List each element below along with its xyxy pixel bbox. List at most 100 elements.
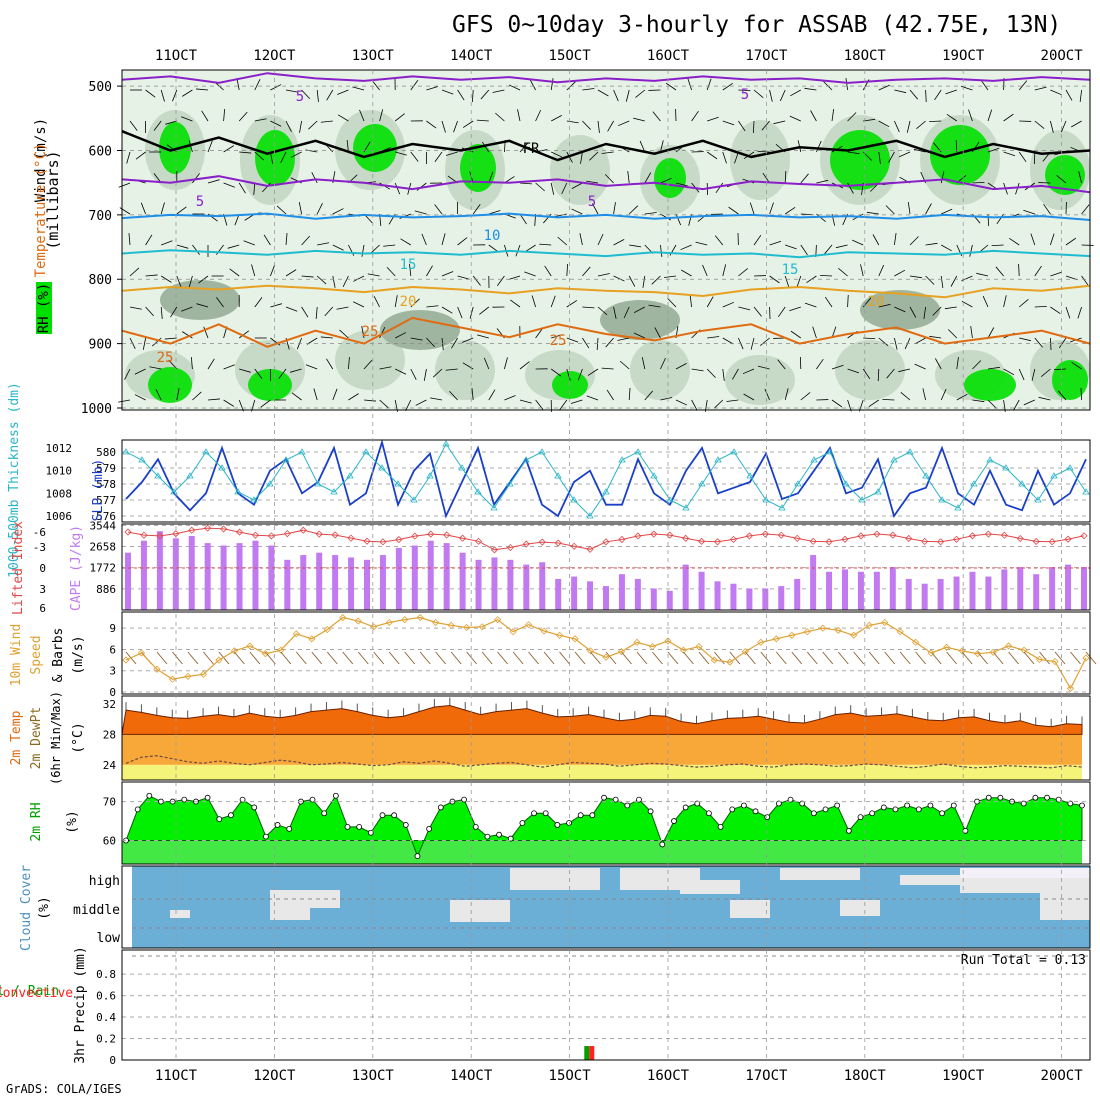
wind-barb xyxy=(1031,368,1036,381)
wind-barb xyxy=(301,275,314,278)
wind-barb xyxy=(207,358,215,370)
wind-barb xyxy=(145,306,154,317)
contour-label: 10 xyxy=(484,228,501,244)
wind-barb xyxy=(400,238,412,246)
wind-barb xyxy=(504,395,516,401)
cape-bar xyxy=(634,578,641,610)
isotherm-20c xyxy=(121,284,1091,299)
thickness-point xyxy=(1082,488,1090,495)
li-point xyxy=(506,543,514,552)
wind-barb xyxy=(628,388,631,401)
wind-barb xyxy=(623,306,630,319)
cape-bar xyxy=(411,545,418,610)
rh2m-point xyxy=(507,835,514,842)
isotherm--5c-upper xyxy=(121,72,1091,84)
rh2m-point xyxy=(472,823,479,830)
wind-barb xyxy=(551,151,563,158)
wind-barb xyxy=(738,120,746,132)
run-total-label: Run Total = 0.13 xyxy=(961,953,1086,968)
wind-barb xyxy=(715,182,724,194)
rh-green-3 xyxy=(460,144,496,192)
wind-barb xyxy=(605,337,614,348)
wind-barb xyxy=(860,264,864,277)
wind-barb xyxy=(441,89,454,95)
rh2m-point xyxy=(554,822,561,828)
wind-speed-point xyxy=(230,647,238,655)
cape-bar xyxy=(905,578,912,610)
li-point xyxy=(474,537,483,545)
wind10-barb xyxy=(388,651,400,665)
wind-barb xyxy=(664,275,677,278)
contour-label: 5 xyxy=(588,194,596,210)
thickness-point xyxy=(298,448,306,455)
wind-barb xyxy=(481,141,490,153)
wind-barb xyxy=(379,109,384,122)
wind-barb xyxy=(667,298,677,308)
wind-barb xyxy=(909,89,919,100)
wind-barb xyxy=(925,89,927,103)
wind-barb xyxy=(223,182,235,188)
wind-barb xyxy=(955,139,958,153)
wind-barb xyxy=(702,264,708,277)
cape-bar xyxy=(794,578,801,610)
contour-label: 25 xyxy=(157,350,174,366)
cloud-top-gap xyxy=(960,868,1090,878)
rh-green-7 xyxy=(1045,155,1085,195)
cape-bar xyxy=(778,586,785,610)
thickness-line xyxy=(125,443,1087,517)
wind-barb xyxy=(634,306,645,313)
thickness-point xyxy=(906,448,914,455)
x-tick-label-top: 12OCT xyxy=(253,48,296,64)
wind-barb xyxy=(461,337,474,343)
rh-green-6 xyxy=(930,125,990,185)
y-tick-label: 600 xyxy=(89,144,112,159)
wind-barb xyxy=(613,275,625,282)
wind-barb xyxy=(785,244,797,250)
wind10-barb xyxy=(992,651,1004,665)
wind-barb xyxy=(987,213,990,227)
wind-barb xyxy=(317,242,330,246)
li-point xyxy=(347,534,355,542)
wind-barb xyxy=(722,264,727,277)
wind-barb xyxy=(315,306,318,319)
wind-barb xyxy=(866,211,879,215)
cape-bar xyxy=(826,571,833,610)
li-point xyxy=(124,528,132,536)
wind-barb xyxy=(816,358,824,370)
wind-barb xyxy=(644,172,652,184)
wind-barb xyxy=(510,299,521,308)
thickness-point xyxy=(746,472,754,479)
wind-barb xyxy=(914,337,926,345)
wind-barb xyxy=(519,361,530,370)
thickness-point xyxy=(154,472,162,479)
wind-barb xyxy=(831,399,843,408)
wind-barb xyxy=(852,239,864,246)
wind-barb xyxy=(894,337,898,350)
rh-green-4 xyxy=(654,158,686,198)
wind-barb xyxy=(476,119,489,122)
wind-barb xyxy=(885,205,895,215)
wind10-barb xyxy=(280,651,292,665)
thickness-point xyxy=(378,464,386,471)
wind10-barb xyxy=(884,651,896,665)
wind-barb xyxy=(976,272,989,277)
wind-barb xyxy=(346,140,349,153)
thickness-point xyxy=(362,448,370,455)
thickness-point xyxy=(490,504,498,511)
wind10-barb xyxy=(265,651,276,665)
rh-area-15 xyxy=(630,340,690,400)
cape-bar xyxy=(937,578,944,610)
contour-label: 15 xyxy=(782,262,799,278)
temp-label-3: (6hr Min/Max) xyxy=(49,691,63,785)
wind10-barb xyxy=(172,651,183,665)
li-point xyxy=(331,531,339,539)
wind-barb xyxy=(363,359,373,370)
wind-barb xyxy=(773,120,786,125)
cloud-gap xyxy=(1040,890,1090,920)
li-point xyxy=(1080,532,1088,540)
wind-barb xyxy=(410,298,420,308)
rh2m-point xyxy=(880,804,887,811)
x-tick-label-bottom: 11OCT xyxy=(155,1068,198,1084)
wind-barb xyxy=(166,144,178,153)
contour-label: 5 xyxy=(296,89,304,105)
